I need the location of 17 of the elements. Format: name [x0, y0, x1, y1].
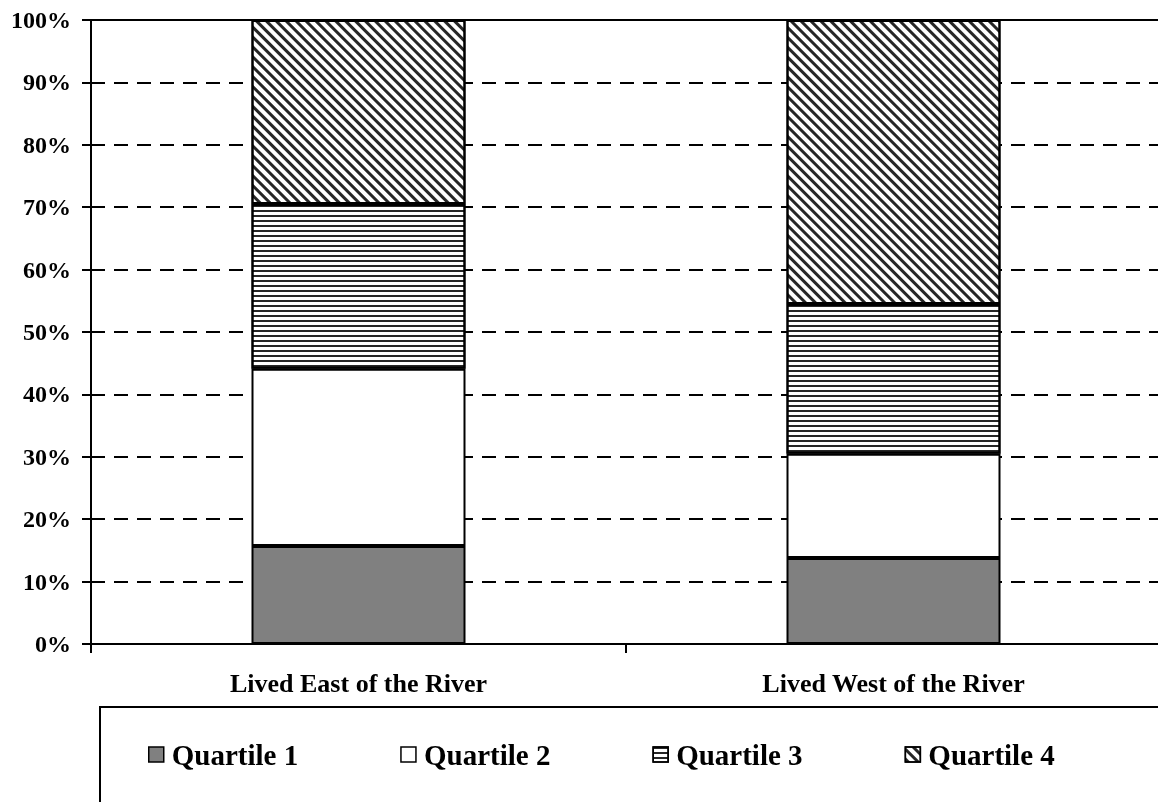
y-tick-label: 60% — [23, 256, 71, 283]
legend-label: Quartile 1 — [171, 738, 299, 771]
x-tick-label: Lived West of the River — [762, 668, 1025, 698]
y-tick-label: 90% — [23, 69, 71, 96]
legend-label: Quartile 4 — [928, 738, 1055, 771]
y-tick-label: 80% — [23, 131, 71, 158]
y-tick-label: 50% — [23, 319, 71, 345]
x-tick-label: Lived East of the River — [229, 668, 488, 698]
y-tick-label: 0% — [35, 631, 71, 657]
y-tick-label: 70% — [23, 194, 71, 221]
y-tick-label: 20% — [23, 506, 71, 533]
y-tick-label: 100% — [11, 7, 71, 33]
y-tick-label: 30% — [23, 443, 71, 470]
legend-label: Quartile 3 — [676, 738, 803, 771]
legend-label: Quartile 2 — [423, 738, 551, 771]
y-tick-label: 10% — [23, 568, 71, 595]
y-tick-label: 40% — [23, 381, 71, 408]
